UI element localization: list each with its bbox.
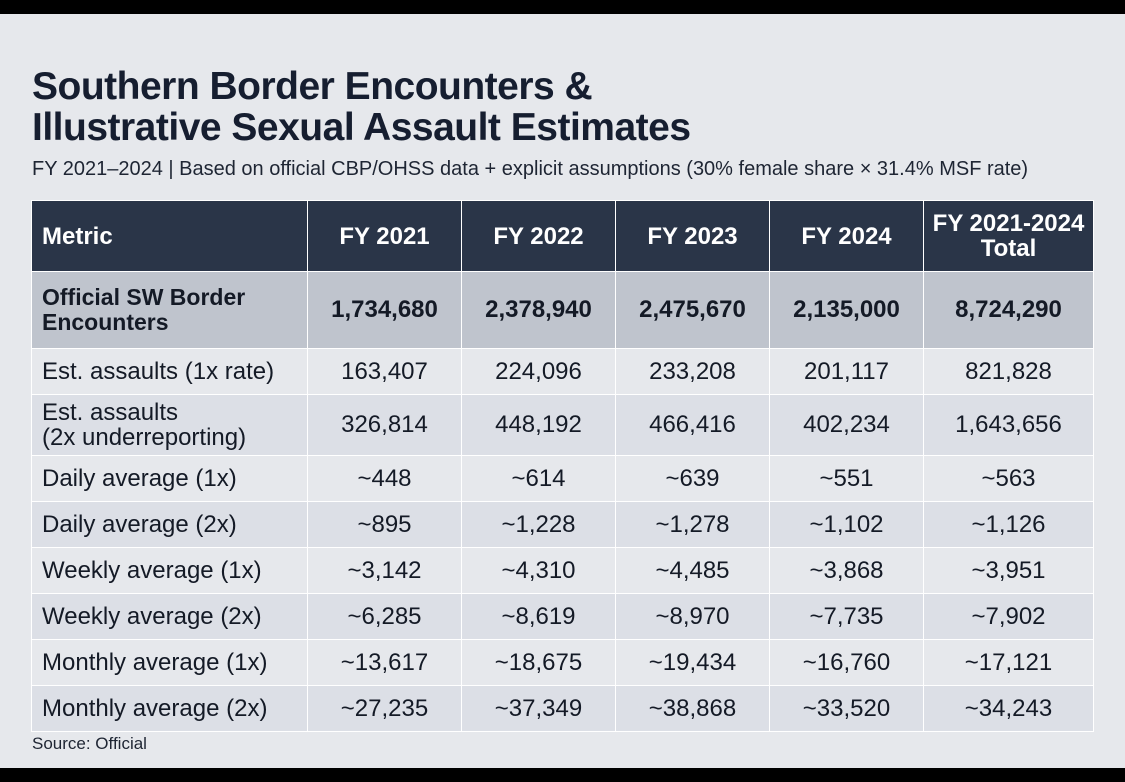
cell-fy2023: ~639 bbox=[615, 455, 770, 502]
table-header-row: Metric FY 2021 FY 2022 FY 2023 FY 2024 F… bbox=[31, 200, 1094, 272]
cell-fy2022: 224,096 bbox=[461, 348, 616, 395]
cell-total: ~17,121 bbox=[923, 639, 1094, 686]
data-table: Metric FY 2021 FY 2022 FY 2023 FY 2024 F… bbox=[31, 200, 1094, 732]
row-label-line-1: Daily average (1x) bbox=[42, 465, 237, 492]
table-row: Weekly average (2x) ~6,285 ~8,619 ~8,970 ~7,… bbox=[31, 593, 1094, 640]
table-row: Daily average (2x) ~895 ~1,228 ~1,278 ~1,102… bbox=[31, 501, 1094, 548]
table-body: Official SW Border Encounters 1,734,680 2,3… bbox=[31, 271, 1094, 732]
cell-fy2022: ~18,675 bbox=[461, 639, 616, 686]
cell-fy2024: 2,135,000 bbox=[769, 271, 924, 349]
cell-fy2023: ~4,485 bbox=[615, 547, 770, 594]
row-label: Est. assaults (2x underreporting) bbox=[31, 394, 308, 456]
chart-title-line-1: Southern Border Encounters & bbox=[32, 65, 593, 108]
cell-total: ~7,902 bbox=[923, 593, 1094, 640]
column-header-fy2021: FY 2021 bbox=[307, 200, 462, 272]
cell-fy2022: 448,192 bbox=[461, 394, 616, 456]
cell-fy2022: ~614 bbox=[461, 455, 616, 502]
table-row: Est. assaults (2x underreporting) 326,814 4… bbox=[31, 394, 1094, 456]
cell-fy2024: ~551 bbox=[769, 455, 924, 502]
row-label-line-1: Est. assaults bbox=[42, 399, 179, 426]
cell-fy2023: ~19,434 bbox=[615, 639, 770, 686]
cell-fy2024: ~7,735 bbox=[769, 593, 924, 640]
row-label-line-2: (2x underreporting) bbox=[42, 424, 247, 451]
cell-fy2021: 163,407 bbox=[307, 348, 462, 395]
row-label: Monthly average (1x) bbox=[31, 639, 308, 686]
cell-fy2021: 326,814 bbox=[307, 394, 462, 456]
table-row: Est. assaults (1x rate) 163,407 224,096 233… bbox=[31, 348, 1094, 395]
cell-fy2024: ~16,760 bbox=[769, 639, 924, 686]
cell-fy2022: 2,378,940 bbox=[461, 271, 616, 349]
cell-fy2021: ~3,142 bbox=[307, 547, 462, 594]
source-note: Source: Official bbox=[32, 734, 147, 753]
row-label: Weekly average (2x) bbox=[31, 593, 308, 640]
cell-fy2024: ~1,102 bbox=[769, 501, 924, 548]
chart-title-line-2: Illustrative Sexual Assault Estimates bbox=[32, 106, 691, 149]
cell-fy2024: ~3,868 bbox=[769, 547, 924, 594]
row-label-line-2: Encounters bbox=[42, 309, 169, 335]
cell-fy2021: ~448 bbox=[307, 455, 462, 502]
table-row: Weekly average (1x) ~3,142 ~4,310 ~4,485 ~3,… bbox=[31, 547, 1094, 594]
table-row: Monthly average (2x) ~27,235 ~37,349 ~38,86… bbox=[31, 685, 1094, 732]
column-header-fy2022: FY 2022 bbox=[461, 200, 616, 272]
cell-total: ~1,126 bbox=[923, 501, 1094, 548]
row-label-line-1: Official SW Border bbox=[42, 284, 246, 310]
row-label-line-1: Est. assaults (1x rate) bbox=[42, 358, 275, 385]
row-label-line-1: Weekly average (1x) bbox=[42, 557, 262, 584]
table-row: Official SW Border Encounters 1,734,680 2,3… bbox=[31, 271, 1094, 349]
row-label: Monthly average (2x) bbox=[31, 685, 308, 732]
cell-fy2024: 201,117 bbox=[769, 348, 924, 395]
chart-subtitle: FY 2021–2024 | Based on official CBP/OHS… bbox=[32, 158, 1029, 180]
cell-fy2023: 233,208 bbox=[615, 348, 770, 395]
cell-fy2021: ~895 bbox=[307, 501, 462, 548]
row-label: Weekly average (1x) bbox=[31, 547, 308, 594]
chart-title: Southern Border Encounters & Illustrativ… bbox=[32, 66, 691, 148]
cell-fy2023: ~38,868 bbox=[615, 685, 770, 732]
cell-fy2021: ~13,617 bbox=[307, 639, 462, 686]
cell-fy2023: 2,475,670 bbox=[615, 271, 770, 349]
cell-total: 8,724,290 bbox=[923, 271, 1094, 349]
column-header-total-line-1: FY 2021-2024 bbox=[932, 210, 1085, 237]
cell-total: 821,828 bbox=[923, 348, 1094, 395]
row-label-line-1: Monthly average (1x) bbox=[42, 649, 268, 676]
cell-total: ~3,951 bbox=[923, 547, 1094, 594]
cell-fy2023: ~8,970 bbox=[615, 593, 770, 640]
cell-fy2021: ~27,235 bbox=[307, 685, 462, 732]
row-label-line-1: Daily average (2x) bbox=[42, 511, 237, 538]
cell-fy2023: ~1,278 bbox=[615, 501, 770, 548]
row-label: Daily average (2x) bbox=[31, 501, 308, 548]
table-row: Monthly average (1x) ~13,617 ~18,675 ~19,43… bbox=[31, 639, 1094, 686]
cell-fy2024: ~33,520 bbox=[769, 685, 924, 732]
column-header-total-line-2: Total bbox=[980, 235, 1037, 262]
cell-fy2022: ~37,349 bbox=[461, 685, 616, 732]
cell-total: 1,643,656 bbox=[923, 394, 1094, 456]
row-label-line-1: Monthly average (2x) bbox=[42, 695, 268, 722]
row-label: Est. assaults (1x rate) bbox=[31, 348, 308, 395]
row-label: Official SW Border Encounters bbox=[31, 271, 308, 349]
column-header-total: FY 2021-2024 Total bbox=[923, 200, 1094, 272]
cell-fy2021: ~6,285 bbox=[307, 593, 462, 640]
column-header-fy2023: FY 2023 bbox=[615, 200, 770, 272]
cell-fy2024: 402,234 bbox=[769, 394, 924, 456]
cell-total: ~34,243 bbox=[923, 685, 1094, 732]
table-row: Daily average (1x) ~448 ~614 ~639 ~551 ~563 bbox=[31, 455, 1094, 502]
cell-fy2022: ~4,310 bbox=[461, 547, 616, 594]
cell-fy2022: ~1,228 bbox=[461, 501, 616, 548]
cell-fy2021: 1,734,680 bbox=[307, 271, 462, 349]
row-label-line-1: Weekly average (2x) bbox=[42, 603, 262, 630]
column-header-metric: Metric bbox=[31, 200, 308, 272]
cell-fy2022: ~8,619 bbox=[461, 593, 616, 640]
cell-fy2023: 466,416 bbox=[615, 394, 770, 456]
column-header-fy2024: FY 2024 bbox=[769, 200, 924, 272]
row-label: Daily average (1x) bbox=[31, 455, 308, 502]
cell-total: ~563 bbox=[923, 455, 1094, 502]
